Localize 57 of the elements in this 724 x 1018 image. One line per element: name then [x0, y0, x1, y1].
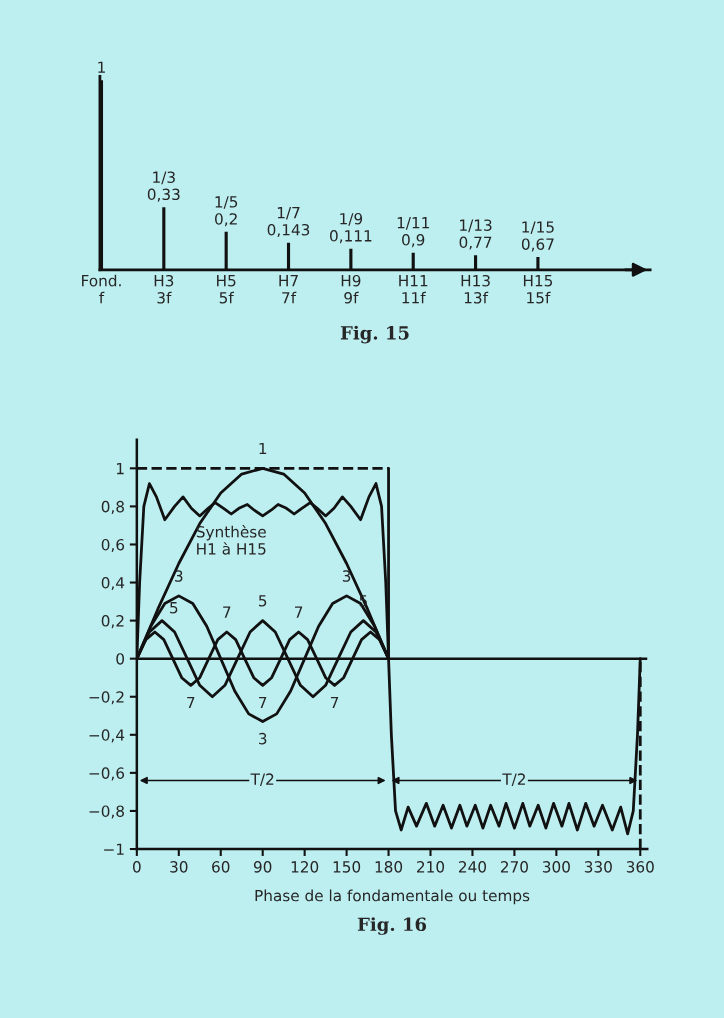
y-tick-label: 1	[116, 462, 124, 475]
y-tick-label: 0,2	[101, 615, 124, 629]
y-tick-label: −0,4	[89, 729, 125, 743]
annotation: 5	[359, 595, 367, 607]
y-tick-label: 0,4	[101, 577, 125, 591]
x-tick-label: 180	[375, 861, 403, 873]
x-tick-label: H11 11f	[399, 275, 428, 304]
data-label: 1/9 0,111	[330, 212, 372, 244]
annotation: T/2	[250, 773, 274, 787]
y-tick-label: 0,6	[101, 538, 125, 553]
x-tick-label: 60	[212, 861, 230, 873]
x-tick-label: 210	[417, 861, 445, 873]
x-tick-label: 270	[500, 861, 528, 873]
annotation: 7	[223, 606, 231, 618]
x-tick-label: 30	[170, 861, 188, 873]
data-label: 1/7 0,143	[267, 207, 310, 238]
y-tick-label: −0,6	[89, 767, 125, 781]
annotation: 3	[259, 732, 267, 745]
annotation: 3	[342, 570, 351, 582]
x-tick-label: 90	[253, 861, 272, 873]
annotation: 5	[259, 595, 267, 607]
annotation: 5	[170, 602, 178, 614]
x-axis-title: Phase de la fondamentale ou temps	[255, 889, 530, 905]
text: Fig. 16	[357, 917, 427, 935]
annotation: Synthèse H1 à H15	[196, 525, 266, 555]
x-tick-label: H15 15f	[523, 275, 553, 304]
y-tick-label: −0,8	[89, 805, 124, 819]
data-label: 1/13 0,77	[459, 219, 492, 250]
x-tick-label: 360	[626, 861, 654, 873]
x-tick-label: H7 7f	[279, 275, 298, 304]
data-label: 1/15 0,67	[521, 221, 554, 252]
x-tick-label: H5 5f	[217, 275, 236, 304]
x-tick-label: 240	[458, 861, 487, 873]
x-tick-label: H3 3f	[154, 274, 174, 304]
annotation: 7	[187, 696, 195, 709]
annotation: T/2	[502, 773, 525, 787]
annotation: 7	[259, 696, 267, 709]
x-tick-label: Fond. f	[82, 274, 121, 304]
y-tick-label: 0,8	[101, 500, 124, 514]
x-tick-label: H9 9f	[341, 274, 361, 304]
x-tick-label: H13 13f	[461, 274, 490, 304]
y-tick-label: 0	[116, 653, 125, 665]
y-tick-label: −0,2	[89, 691, 124, 705]
x-tick-label: 330	[584, 861, 612, 873]
data-label: 1/3 0,33	[147, 171, 180, 202]
annotation: 1	[259, 442, 267, 455]
data-label: 1/11 0,9	[397, 217, 429, 248]
x-tick-label: 0	[132, 861, 141, 873]
x-tick-label: 150	[333, 861, 361, 873]
x-tick-label: 300	[542, 861, 570, 873]
x-tick-label: 120	[291, 861, 319, 873]
y-tick-label: −1	[104, 843, 124, 855]
text: Fig. 15	[340, 325, 409, 344]
annotation: 7	[330, 696, 339, 709]
data-label: 1/5 0,2	[215, 196, 238, 227]
annotation: 7	[295, 606, 303, 618]
annotation: 3	[175, 570, 183, 582]
